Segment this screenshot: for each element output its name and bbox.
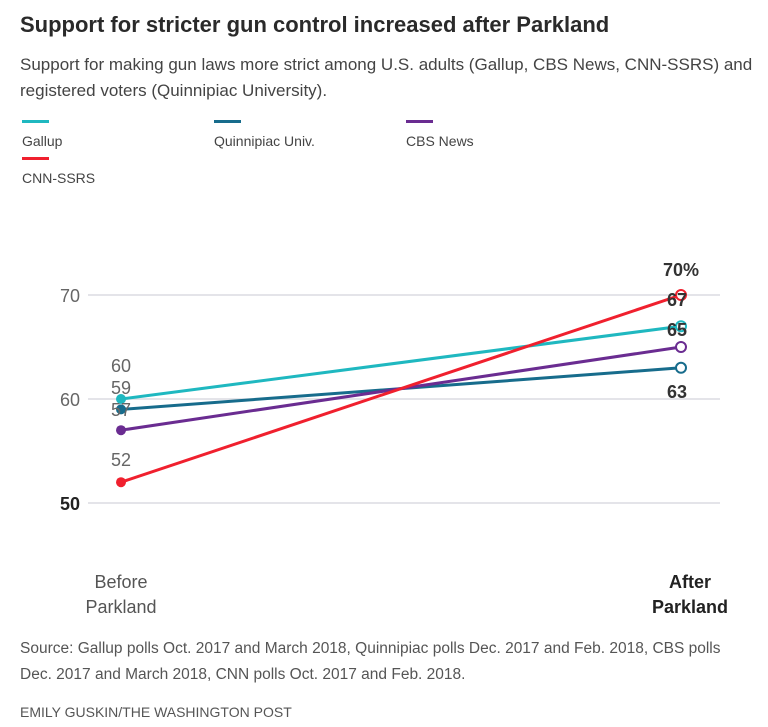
- legend-label: Gallup: [22, 133, 63, 149]
- data-label: 52: [111, 450, 131, 470]
- x-tick-label: Parkland: [85, 597, 156, 617]
- data-point: [675, 289, 687, 301]
- y-tick-label: 70: [60, 286, 80, 306]
- x-tick-label: Before: [94, 572, 147, 592]
- legend-label: Quinnipiac Univ.: [214, 133, 315, 149]
- legend-label: CNN-SSRS: [22, 170, 96, 186]
- data-point: [116, 404, 126, 415]
- data-point: [675, 361, 687, 374]
- legend-item-cnn: CNN-SSRS: [22, 157, 95, 186]
- legend-swatch: [406, 120, 433, 123]
- x-tick-label: Parkland: [652, 597, 728, 617]
- legend-swatch: [22, 120, 49, 123]
- legend-swatch: [214, 120, 241, 123]
- chart-subtitle: Support for making gun laws more strict …: [20, 55, 753, 100]
- source-note: Source: Gallup polls Oct. 2017 and March…: [20, 640, 721, 683]
- line-chart: 50 60 70 Before Parkland After Parkland 60 67 59 6…: [60, 260, 728, 617]
- data-point: [675, 320, 687, 333]
- data-label: 59: [111, 378, 131, 398]
- legend-swatch: [22, 157, 49, 160]
- data-label: 67: [667, 290, 687, 310]
- x-tick-label: After: [669, 572, 711, 592]
- credit: EMILY GUSKIN/THE WASHINGTON POST: [20, 704, 292, 720]
- y-tick-label: 60: [60, 390, 80, 410]
- data-label: 63: [667, 382, 687, 402]
- y-tick-label: 50: [60, 494, 80, 514]
- data-label: 70%: [663, 260, 699, 280]
- legend-item-quinnipiac: Quinnipiac Univ.: [214, 120, 315, 149]
- series-line-cnn-ssrs: [120, 293, 682, 484]
- data-point: [116, 477, 126, 488]
- series-line-gallup: [120, 324, 682, 401]
- data-label: 60: [111, 356, 131, 376]
- data-label: 57: [111, 400, 131, 420]
- data-point: [675, 341, 687, 353]
- chart-title: Support for stricter gun control increas…: [20, 12, 610, 37]
- legend-label: CBS News: [406, 133, 474, 149]
- legend-item-gallup: Gallup: [22, 120, 62, 149]
- data-point: [116, 394, 126, 404]
- legend-item-cbs: CBS News: [406, 120, 474, 149]
- data-point: [116, 425, 126, 436]
- data-label: 65: [667, 320, 687, 340]
